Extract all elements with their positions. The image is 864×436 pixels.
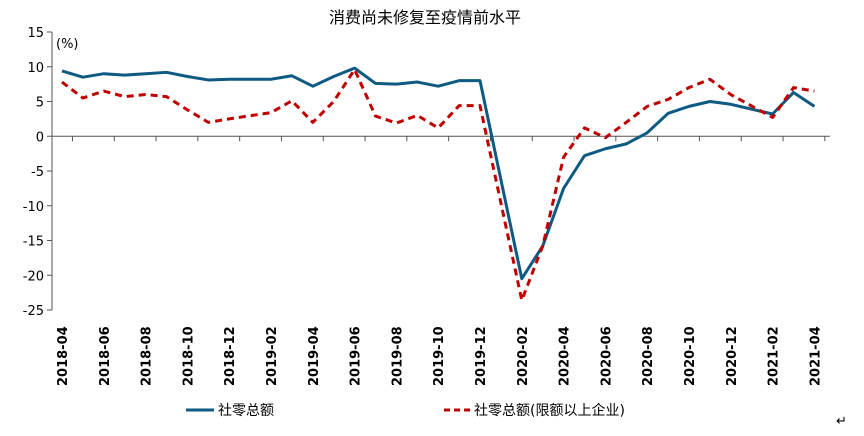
x-tick-label: 2019-08	[390, 326, 405, 386]
x-tick-label: 2019-06	[349, 326, 364, 386]
y-axis-unit-label: (%)	[56, 37, 79, 52]
x-tick-label: 2019-12	[474, 326, 489, 386]
y-tick-label: 15	[27, 26, 44, 41]
x-tick-label: 2020-10	[683, 326, 698, 386]
x-tick-label: 2020-04	[558, 326, 573, 386]
x-tick-label: 2018-12	[223, 326, 238, 386]
return-glyph-icon: ↵	[836, 414, 847, 429]
x-tick-label: 2018-06	[98, 326, 113, 386]
x-tick-label: 2020-06	[599, 326, 614, 386]
y-tick-label: 0	[36, 130, 44, 145]
y-tick-label: -20	[23, 269, 44, 284]
x-tick-label: 2019-10	[432, 326, 447, 386]
legend-label-solid: 社零总额	[218, 403, 274, 419]
x-tick-label: 2021-04	[808, 326, 823, 386]
legend: 社零总额 社零总额(限额以上企业)	[186, 402, 625, 419]
x-tick-label: 2019-04	[307, 326, 322, 386]
y-tick-label: -25	[23, 304, 44, 319]
x-tick-label: 2019-02	[265, 326, 280, 386]
legend-label-dashed: 社零总额(限额以上企业)	[474, 402, 625, 419]
x-tick-label: 2020-12	[725, 326, 740, 386]
y-tick-label: -5	[31, 165, 44, 180]
y-tick-label: 10	[27, 61, 44, 76]
chart-title: 消费尚未修复至疫情前水平	[329, 8, 521, 27]
series-line-retail-total	[62, 68, 814, 279]
x-tick-label: 2021-02	[767, 326, 782, 386]
x-tick-label: 2020-08	[641, 326, 656, 386]
y-tick-label: 5	[36, 96, 44, 111]
y-tick-label: -15	[23, 235, 44, 250]
x-tick-label: 2020-02	[516, 326, 531, 386]
x-tick-label: 2018-04	[56, 326, 71, 386]
x-tick-label: 2018-08	[140, 326, 155, 386]
y-tick-label: -10	[23, 200, 44, 215]
x-tick-label: 2018-10	[181, 326, 196, 386]
